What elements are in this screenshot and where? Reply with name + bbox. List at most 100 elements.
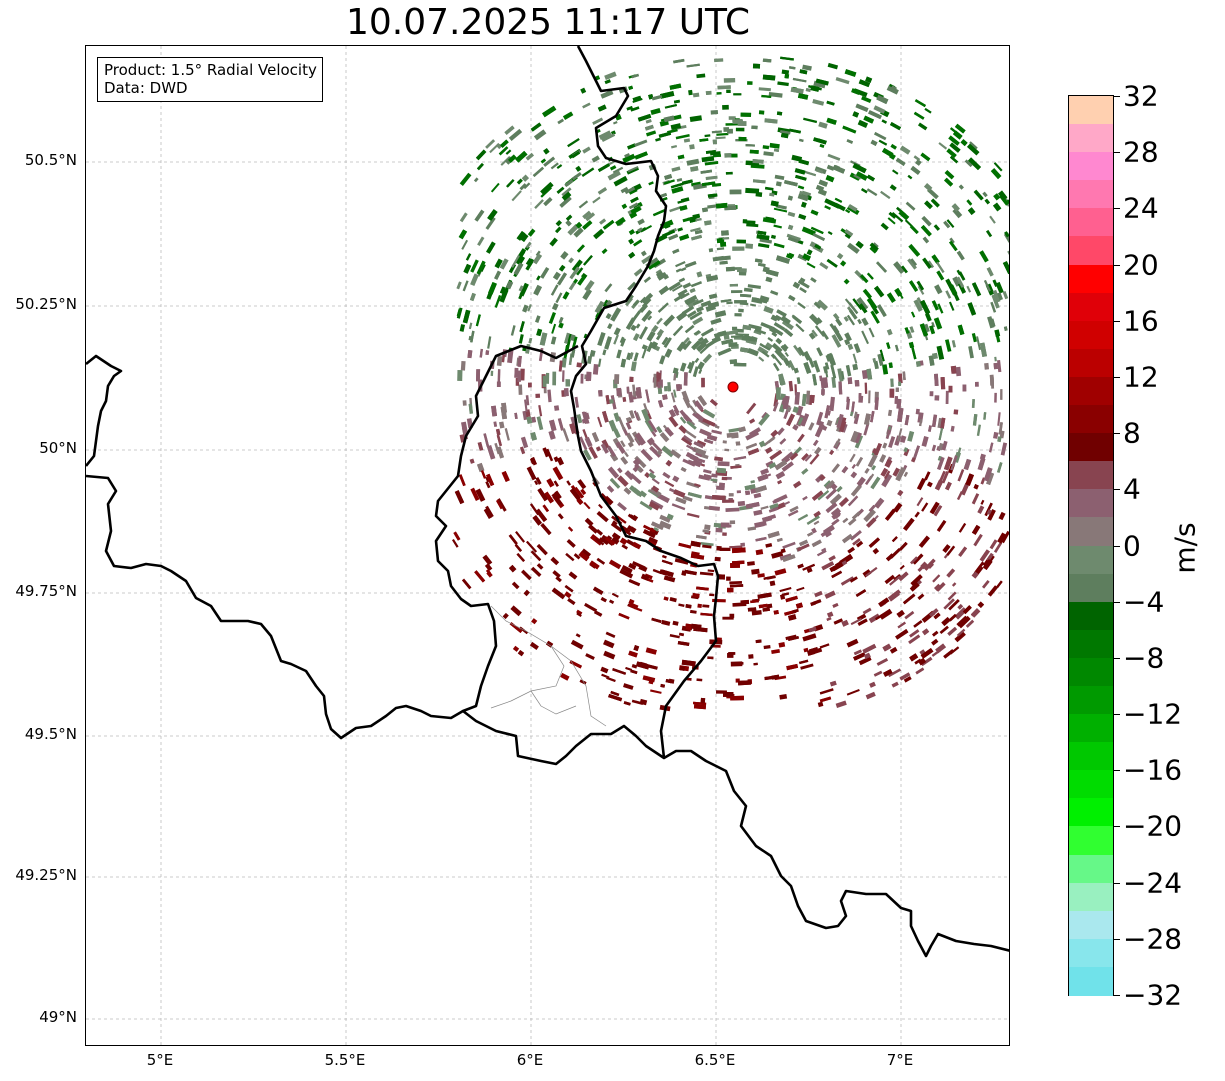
radar-echo — [578, 200, 589, 209]
radar-echo — [827, 231, 833, 236]
radar-echo — [601, 248, 608, 255]
colorbar-band — [1069, 292, 1113, 322]
radar-echo — [781, 461, 794, 472]
radar-echo — [895, 157, 906, 166]
radar-echo — [702, 408, 716, 419]
radar-echo — [726, 89, 731, 93]
radar-echo — [975, 381, 979, 387]
radar-echo — [770, 429, 779, 438]
radar-echo — [873, 670, 883, 677]
radar-echo — [846, 688, 860, 696]
radar-echo — [879, 349, 885, 362]
radar-echo — [942, 544, 951, 553]
radar-echo — [783, 500, 790, 506]
radar-echo — [916, 477, 927, 491]
radar-echo — [555, 292, 563, 304]
radar-echo — [702, 604, 710, 608]
radar-echo — [749, 149, 759, 154]
radar-echo — [966, 199, 973, 206]
radar-echo — [799, 138, 804, 143]
radar-echo — [683, 372, 688, 386]
radar-echo — [707, 569, 715, 573]
radar-echo — [769, 142, 780, 149]
radar-echo — [908, 634, 921, 645]
radar-echo — [564, 585, 574, 593]
radar-echo — [486, 241, 496, 254]
radar-echo — [735, 328, 744, 333]
radar-echo — [604, 79, 611, 85]
radar-echo — [664, 427, 674, 437]
radar-echo — [705, 338, 718, 349]
radar-echo — [751, 610, 762, 616]
radar-echo — [519, 321, 525, 333]
radar-echo — [869, 242, 879, 252]
radar-echo — [649, 445, 662, 458]
radar-echo — [740, 293, 752, 298]
radar-echo — [797, 417, 804, 426]
radar-echo — [835, 700, 847, 708]
radar-echo — [576, 244, 585, 253]
radar-echo — [719, 547, 731, 551]
radar-echo — [716, 132, 729, 136]
radar-echo — [773, 362, 780, 372]
radar-echo — [584, 517, 594, 527]
radar-echo — [756, 234, 770, 241]
radar-echo — [986, 267, 994, 277]
radar-echo — [793, 344, 803, 357]
radar-echo — [651, 521, 664, 531]
radar-echo — [770, 290, 779, 296]
colorbar-tick-label: −8 — [1123, 641, 1165, 675]
radar-echo — [877, 304, 887, 318]
radar-echo — [934, 373, 939, 387]
radar-echo — [709, 593, 715, 597]
radar-echo — [677, 288, 688, 297]
radar-echo — [897, 373, 903, 384]
radar-echo — [709, 398, 718, 407]
radar-echo — [872, 448, 877, 454]
radar-echo — [854, 379, 860, 387]
radar-echo — [525, 258, 535, 271]
radar-echo — [943, 598, 955, 610]
radar-echo — [762, 217, 777, 224]
radar-echo — [819, 643, 830, 649]
radar-echo — [758, 110, 765, 115]
radar-echo — [562, 111, 574, 121]
gridlines — [86, 46, 1009, 1045]
radar-echo — [973, 189, 984, 201]
colorbar-unit-label: m/s — [1168, 522, 1202, 574]
radar-echo — [556, 186, 565, 194]
radar-echo — [945, 481, 952, 491]
radar-echo — [628, 598, 635, 605]
colorbar-band — [1069, 657, 1113, 687]
radar-echo — [693, 329, 701, 336]
radar-echo — [907, 430, 915, 442]
radar-echo — [630, 205, 642, 215]
radar-echo — [738, 136, 747, 141]
radar-echo — [851, 511, 861, 520]
radar-echo — [824, 530, 832, 538]
radar-echo — [831, 325, 840, 335]
radar-echo — [775, 181, 782, 187]
radar-echo — [737, 268, 747, 273]
radar-echo — [794, 391, 800, 405]
radar-echo — [920, 225, 932, 237]
radar-echo — [711, 429, 723, 435]
radar-echo — [825, 410, 831, 416]
radar-echo — [813, 520, 820, 526]
radar-echo — [780, 132, 789, 139]
map-panel[interactable] — [85, 45, 1010, 1046]
colorbar-band — [1069, 208, 1113, 238]
radar-echo — [681, 179, 693, 185]
radar-echo — [1006, 235, 1009, 243]
radar-echo — [853, 649, 862, 656]
radar-echo — [704, 524, 711, 531]
radar-echo — [650, 107, 661, 116]
radar-echo — [964, 159, 973, 168]
radar-echo — [824, 362, 830, 370]
radar-echo — [870, 410, 875, 423]
radar-echo — [931, 444, 937, 452]
colorbar-tick-mark — [1114, 657, 1120, 659]
radar-echo — [679, 416, 687, 424]
radar-echo — [792, 281, 801, 289]
radar-echo — [877, 353, 884, 366]
